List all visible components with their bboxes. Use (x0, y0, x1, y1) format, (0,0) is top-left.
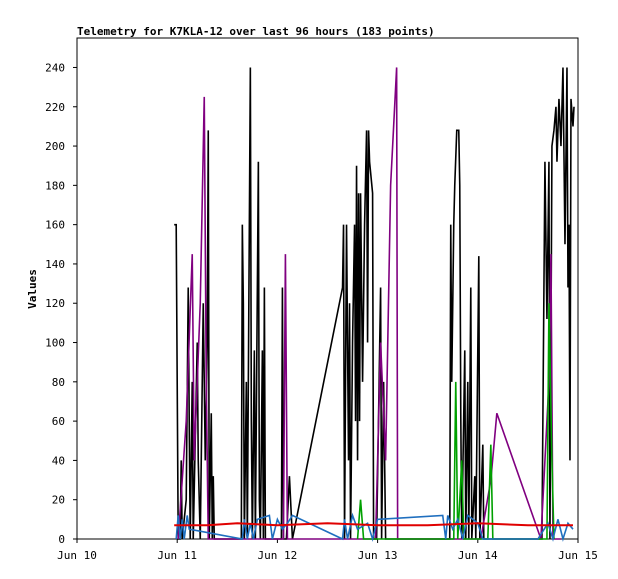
x-tick-label: Jun 12 (258, 549, 298, 562)
series-line (174, 522, 573, 527)
y-tick-label: 200 (45, 140, 65, 153)
x-tick-label: Jun 14 (458, 549, 498, 562)
x-tick-label: Jun 10 (57, 549, 97, 562)
y-tick-label: 0 (58, 533, 65, 546)
y-tick-label: 240 (45, 61, 65, 74)
x-tick-label: Jun 13 (358, 549, 398, 562)
y-tick-label: 60 (52, 415, 65, 428)
y-tick-label: 140 (45, 258, 65, 271)
series-line (177, 67, 561, 540)
y-axis-label: Values (26, 269, 39, 309)
y-tick-label: 160 (45, 219, 65, 232)
y-tick-label: 180 (45, 179, 65, 192)
y-tick-label: 40 (52, 454, 65, 467)
y-tick-label: 80 (52, 376, 65, 389)
series-line (356, 303, 555, 540)
y-tick-label: 220 (45, 101, 65, 114)
y-tick-label: 100 (45, 337, 65, 350)
chart-title: Telemetry for K7KLA-12 over last 96 hour… (77, 25, 435, 38)
y-tick-label: 20 (52, 494, 65, 507)
series-line (175, 512, 574, 542)
x-tick-label: Jun 15 (558, 549, 598, 562)
y-tick-label: 120 (45, 297, 65, 310)
x-tick-label: Jun 11 (157, 549, 197, 562)
